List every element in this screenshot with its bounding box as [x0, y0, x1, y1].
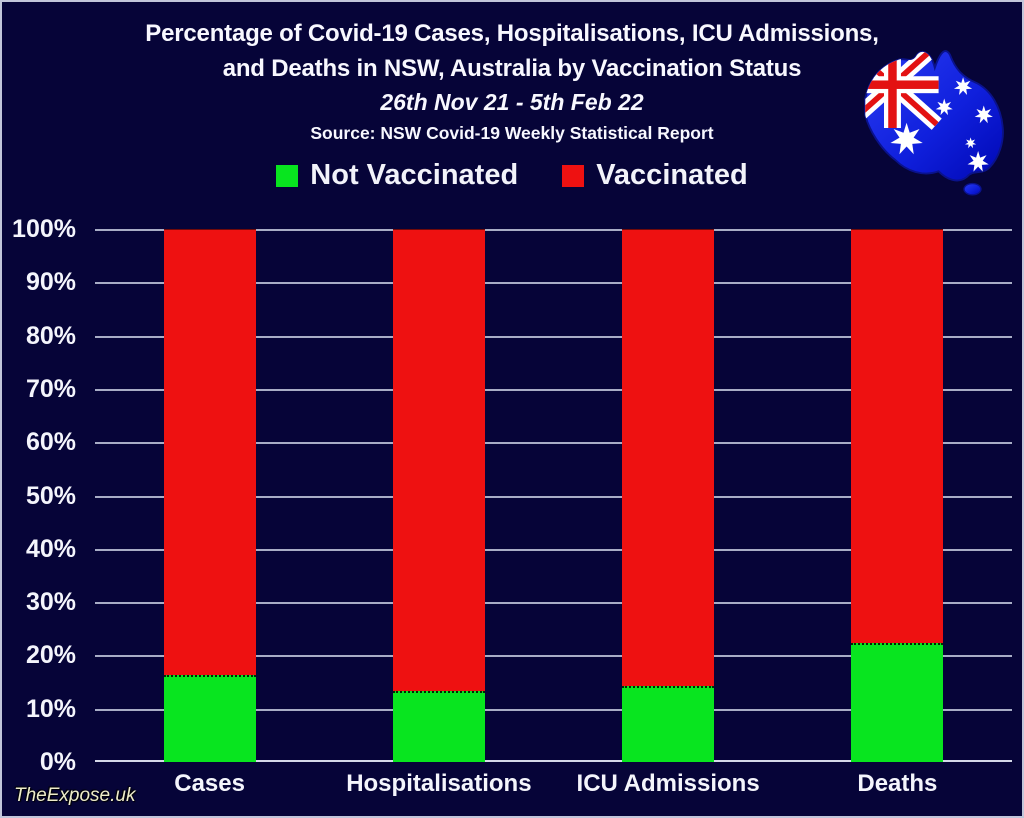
- bar-segment-not-vaccinated: [163, 675, 256, 762]
- bar-segment-not-vaccinated: [622, 685, 715, 762]
- chart-title-line-2: and Deaths in NSW, Australia by Vaccinat…: [222, 55, 802, 82]
- bar-column-cases: [95, 229, 324, 762]
- x-axis-label-icu-admissions: ICU Admissions: [576, 770, 760, 797]
- x-axis-label-hospitalisations: Hospitalisations: [346, 770, 532, 797]
- y-tick-label: 90%: [25, 268, 76, 297]
- y-tick-label: 100%: [12, 215, 76, 243]
- watermark: TheExpose.uk: [14, 785, 136, 806]
- bars-container: [95, 229, 1012, 762]
- bar-column-hospitalisations: [324, 229, 553, 762]
- not-vaccinated-swatch-icon: [276, 164, 299, 187]
- y-tick-label: 70%: [25, 374, 76, 403]
- bar-column-deaths: [783, 229, 1012, 762]
- vaccinated-swatch-icon: [562, 164, 585, 187]
- bar-segment-vaccinated: [622, 229, 715, 686]
- gridline-100%: [95, 229, 1012, 231]
- gridline-60%: [95, 442, 1012, 445]
- y-tick-label: 80%: [25, 321, 76, 350]
- bar-segment-not-vaccinated: [392, 691, 485, 762]
- bar-segment-not-vaccinated: [851, 643, 944, 762]
- gridline-70%: [95, 388, 1012, 391]
- legend-item-vaccinated: Vaccinated: [562, 159, 748, 192]
- x-axis-label-deaths: Deaths: [857, 770, 938, 797]
- chart-header: Percentage of Covid-19 Cases, Hospitalis…: [2, 2, 1022, 192]
- y-tick-label: 40%: [25, 534, 76, 563]
- chart-date-range: 26th Nov 21 - 5th Feb 22: [380, 89, 644, 115]
- x-axis-label-cases: Cases: [174, 770, 245, 797]
- chart-legend: Not Vaccinated Vaccinated: [2, 159, 1022, 192]
- chart-source: Source: NSW Covid-19 Weekly Statistical …: [310, 123, 714, 143]
- stacked-bar: [622, 229, 715, 762]
- stacked-bar: [851, 229, 944, 762]
- stacked-bar: [163, 229, 256, 762]
- gridline-0%: [95, 760, 1012, 762]
- legend-item-not-vaccinated: Not Vaccinated: [276, 159, 518, 192]
- gridline-20%: [95, 655, 1012, 658]
- stacked-bar: [392, 229, 485, 762]
- gridline-10%: [95, 708, 1012, 711]
- legend-label-not-vaccinated: Not Vaccinated: [310, 159, 519, 191]
- bar-column-icu-admissions: [554, 229, 783, 762]
- chart-title-line-1: Percentage of Covid-19 Cases, Hospitalis…: [145, 20, 879, 47]
- gridline-40%: [95, 548, 1012, 551]
- y-tick-label: 50%: [25, 481, 76, 510]
- y-tick-label: 60%: [25, 428, 76, 457]
- gridline-30%: [95, 602, 1012, 605]
- legend-label-vaccinated: Vaccinated: [596, 159, 748, 191]
- gridline-90%: [95, 282, 1012, 285]
- y-tick-label: 20%: [25, 641, 76, 670]
- gridline-80%: [95, 335, 1012, 338]
- y-tick-label: 0%: [39, 748, 76, 776]
- y-tick-label: 30%: [25, 588, 76, 617]
- bar-segment-vaccinated: [851, 229, 944, 644]
- australia-map-flag-icon: [852, 28, 1012, 201]
- bar-segment-vaccinated: [392, 229, 485, 692]
- bar-segment-vaccinated: [163, 229, 256, 676]
- plot-area: [95, 229, 1012, 762]
- gridline-50%: [95, 495, 1012, 498]
- y-axis-labels: 100% 90% 80% 70% 60% 50% 40% 30% 20% 10% 0%: [2, 215, 82, 776]
- y-tick-label: 10%: [25, 694, 76, 723]
- x-axis-labels: Cases Hospitalisations ICU Admissions Death…: [95, 770, 1012, 798]
